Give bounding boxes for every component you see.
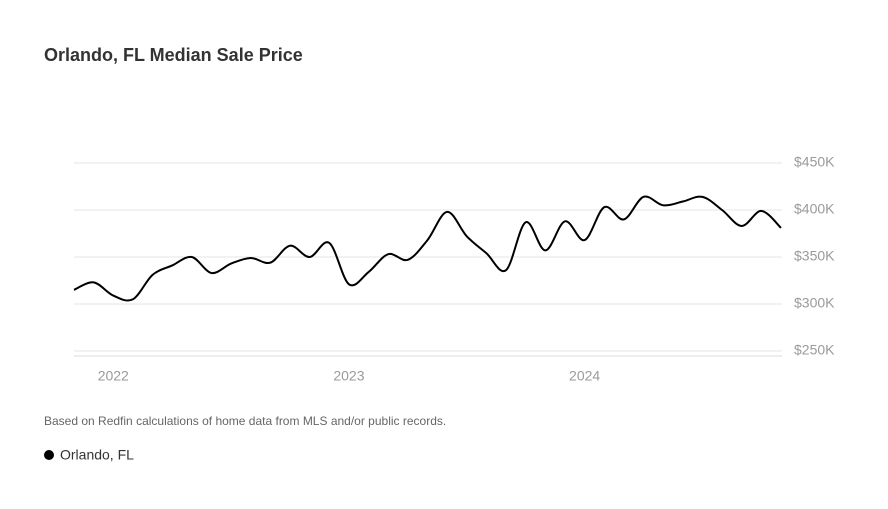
y-tick-label: $400K — [794, 201, 835, 217]
footnote: Based on Redfin calculations of home dat… — [44, 414, 446, 428]
y-tick-label: $300K — [794, 295, 835, 311]
legend-marker — [44, 450, 54, 460]
x-tick-label: 2024 — [569, 368, 600, 384]
legend-label: Orlando, FL — [60, 447, 134, 463]
chart-title: Orlando, FL Median Sale Price — [44, 45, 303, 65]
y-tick-label: $450K — [794, 154, 835, 170]
y-tick-label: $350K — [794, 248, 835, 264]
x-tick-label: 2022 — [98, 368, 129, 384]
x-tick-label: 2023 — [333, 368, 364, 384]
line — [73, 195, 782, 302]
legend: Orlando, FL — [44, 447, 134, 463]
y-tick-label: $250K — [794, 342, 835, 358]
